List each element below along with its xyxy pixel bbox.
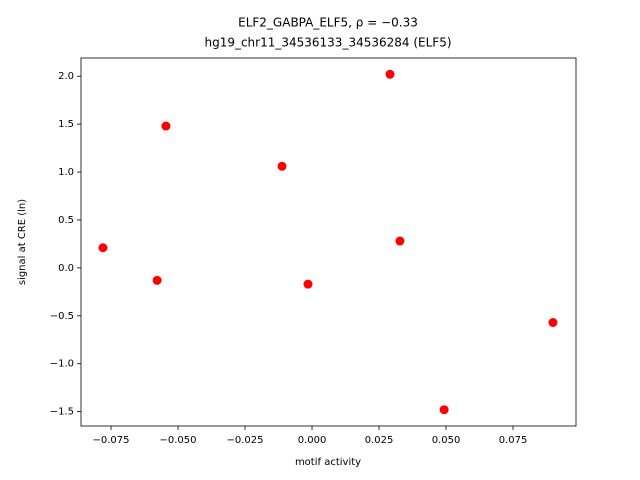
point (548, 318, 558, 327)
y-tick-label: 2.0 (58, 71, 74, 82)
point (385, 69, 395, 79)
point (277, 161, 287, 171)
y-tick-label: −1.0 (50, 359, 74, 370)
x-axis-label: motif activity (295, 457, 361, 468)
y-tick-label: 0.0 (58, 263, 74, 274)
point (439, 405, 449, 415)
point (161, 121, 171, 131)
chart-subtitle: hg19_chr11_34536133_34536284 (ELF5) (204, 36, 451, 50)
point (152, 275, 162, 285)
plot-frame (80, 57, 577, 427)
chart-title: ELF2_GABPA_ELF5, ρ = −0.33 (238, 16, 418, 30)
x-tick-label: −0.050 (160, 435, 197, 446)
y-axis-label: signal at CRE (ln) (17, 199, 28, 285)
point (395, 236, 405, 246)
x-tick-label: 0.050 (432, 435, 461, 446)
x-tick-label: −0.075 (93, 435, 130, 446)
x-tick-label: 0.025 (365, 435, 394, 446)
y-tick-label: 1.0 (58, 167, 74, 178)
y-tick-label: −0.5 (50, 311, 74, 322)
y-tick-label: 0.5 (58, 215, 74, 226)
point (303, 279, 313, 289)
x-tick-label: 0.000 (298, 435, 327, 446)
y-tick-label: −1.5 (50, 407, 74, 418)
point (98, 243, 108, 253)
x-tick-label: 0.075 (499, 435, 528, 446)
y-tick-label: 1.5 (58, 119, 74, 130)
x-tick-label: −0.025 (227, 435, 264, 446)
